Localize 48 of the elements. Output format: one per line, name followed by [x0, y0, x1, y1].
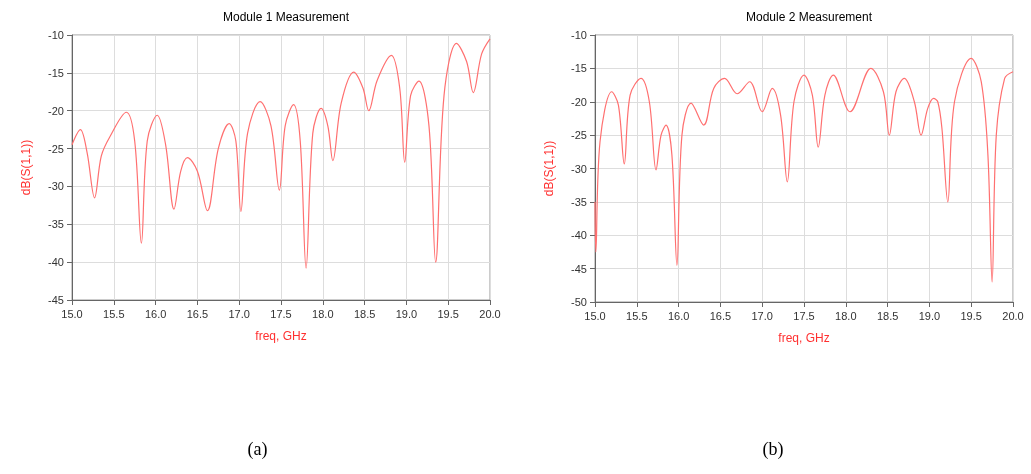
y-tick-label: -40 [48, 256, 64, 269]
x-tick-label: 18.0 [835, 309, 857, 322]
y-tick-label: -35 [571, 195, 587, 208]
x-tick-label: 18.5 [876, 309, 899, 322]
y-tick-label: -10 [48, 29, 64, 41]
x-tick-label: 18.0 [312, 307, 334, 320]
x-tick-label: 19.5 [960, 309, 982, 322]
x-tick-label: 17.5 [270, 307, 292, 320]
x-tick-label: 15.5 [103, 307, 125, 320]
y-axis-title: dB(S(1,1)) [19, 139, 33, 196]
y-axis-title: dB(S(1,1)) [542, 140, 556, 197]
text: (b) [762, 439, 784, 460]
y-tick-label: -50 [571, 296, 587, 308]
x-tick-label: 19.0 [918, 309, 941, 322]
x-tick-label: 17.5 [793, 309, 815, 322]
y-tick-label: -20 [571, 95, 587, 108]
x-tick-label: 17.0 [228, 307, 250, 320]
y-tick-label: -35 [48, 218, 64, 231]
x-axis-title: freq, GHz [255, 329, 307, 343]
x-tick-label: 16.0 [144, 307, 167, 320]
x-tick-label: 15.5 [626, 309, 648, 322]
x-tick-label: 16.5 [709, 309, 732, 322]
y-tick-label: -10 [571, 29, 587, 41]
y-tick-label: -25 [571, 129, 587, 142]
x-tick-label: 20.0 [479, 307, 501, 320]
x-tick-label: 17.0 [751, 309, 773, 322]
x-tick-label: 19.5 [437, 307, 459, 320]
y-tick-label: -30 [48, 180, 64, 193]
x-tick-label: 16.5 [186, 307, 209, 320]
y-tick-label: -30 [571, 162, 587, 175]
x-tick-label: 20.0 [1002, 309, 1024, 322]
x-tick-label: 18.5 [353, 307, 376, 320]
y-tick-label: -45 [571, 262, 587, 275]
x-tick-label: 15.0 [584, 309, 606, 322]
line-series [594, 57, 1014, 283]
y-tick-label: -15 [571, 62, 587, 75]
x-tick-label: 19.0 [395, 307, 418, 320]
chart-title: Module 2 Measurement [745, 10, 873, 24]
y-tick-label: -45 [48, 294, 64, 306]
x-tick-label: 15.0 [61, 307, 83, 320]
y-tick-label: -15 [48, 66, 64, 79]
x-axis-title: freq, GHz [778, 331, 830, 345]
text: (a) [247, 439, 268, 460]
y-tick-label: -40 [571, 229, 587, 242]
x-tick-label: 16.0 [667, 309, 690, 322]
y-tick-label: -25 [48, 142, 64, 155]
chart-title: Module 1 Measurement [222, 10, 350, 24]
y-tick-label: -20 [48, 104, 64, 117]
